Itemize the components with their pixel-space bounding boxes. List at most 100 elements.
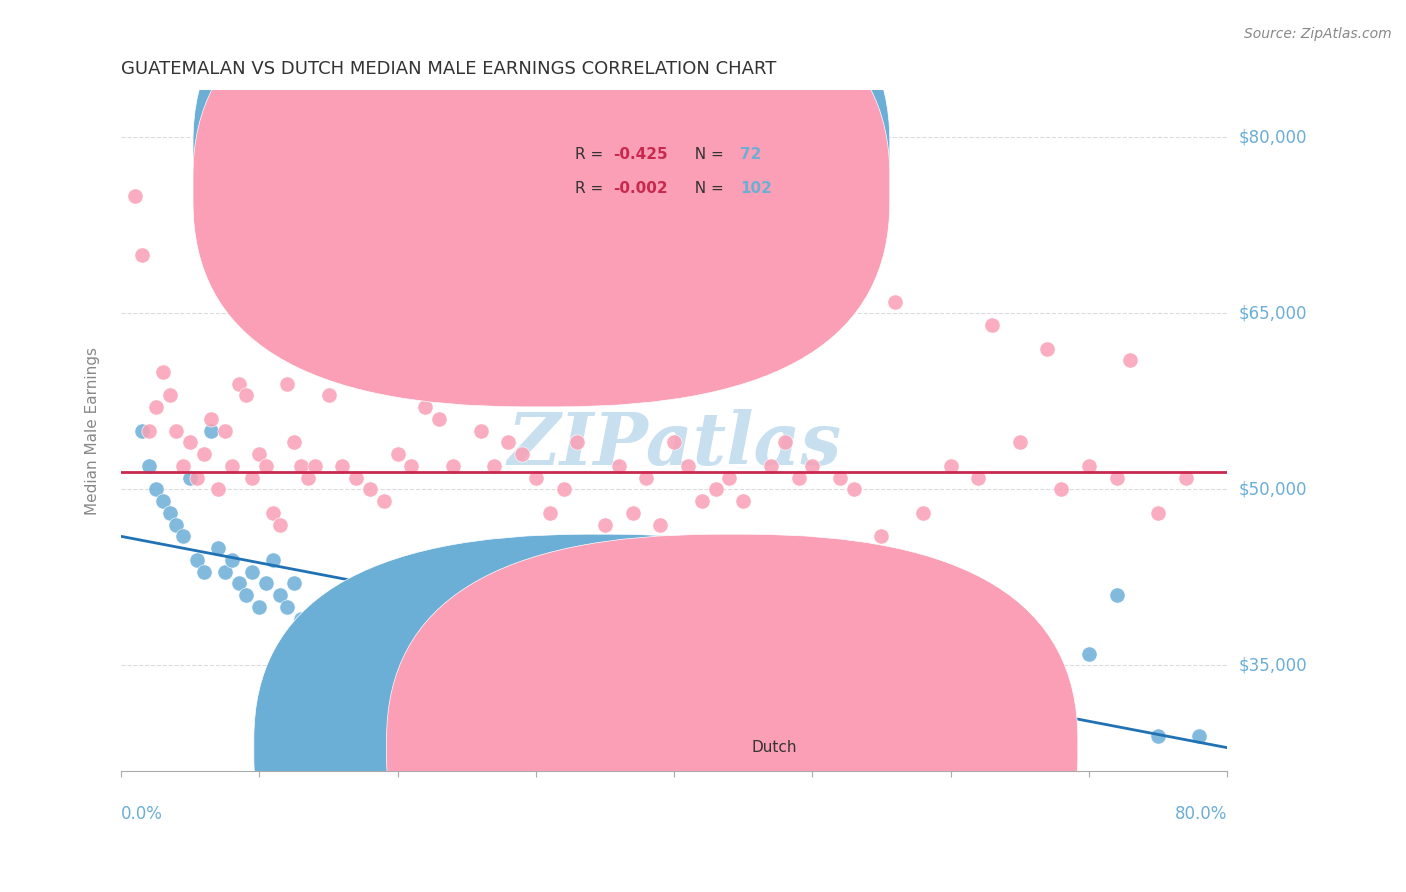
Point [186,470,208,484]
Point [247,447,270,461]
Point [235,388,257,402]
Point [553,483,575,497]
Point [884,294,907,309]
Point [427,412,450,426]
Text: Guatemalans: Guatemalans [619,740,721,756]
Point [607,458,630,473]
Point [221,553,243,567]
Point [484,458,506,473]
Point [179,435,201,450]
Text: $50,000: $50,000 [1239,481,1306,499]
Point [898,670,921,684]
Point [254,576,277,591]
Point [773,435,796,450]
Point [165,424,187,438]
Point [621,506,644,520]
Point [1077,647,1099,661]
Point [330,458,353,473]
Point [254,458,277,473]
Point [1036,342,1059,356]
Text: $80,000: $80,000 [1239,128,1306,146]
Text: ZIPatlas: ZIPatlas [508,409,841,480]
Text: -0.425: -0.425 [613,147,668,162]
FancyBboxPatch shape [503,124,824,219]
Point [200,424,222,438]
Point [704,483,727,497]
Point [1174,470,1197,484]
Point [967,470,990,484]
Point [1119,353,1142,368]
Point [228,376,250,391]
Point [510,447,533,461]
Point [1022,658,1045,673]
Point [359,635,381,649]
Point [662,435,685,450]
Point [870,658,893,673]
Point [152,494,174,508]
Point [1147,729,1170,743]
Point [1008,435,1031,450]
Point [773,647,796,661]
Point [759,458,782,473]
Point [387,670,409,684]
Point [524,647,547,661]
Point [172,529,194,543]
Point [304,635,326,649]
Point [593,647,616,661]
Point [290,458,312,473]
Point [401,458,423,473]
Point [214,565,236,579]
Point [193,565,215,579]
Point [207,483,229,497]
Point [441,458,464,473]
Point [262,553,284,567]
Point [441,647,464,661]
Point [690,494,713,508]
Point [242,565,264,579]
Point [567,635,589,649]
Point [124,189,146,203]
Point [297,470,319,484]
Point [221,458,243,473]
Point [607,658,630,673]
Point [636,647,658,661]
Point [1077,458,1099,473]
Text: $65,000: $65,000 [1239,304,1306,322]
Point [870,529,893,543]
Point [413,624,436,638]
Text: -0.002: -0.002 [613,181,668,196]
Point [1036,647,1059,661]
Point [283,435,305,450]
Text: 80.0%: 80.0% [1175,805,1227,823]
Text: Dutch: Dutch [752,740,797,756]
Point [269,588,291,602]
Point [247,599,270,614]
Point [159,506,181,520]
Point [1188,729,1211,743]
Point [131,424,153,438]
FancyBboxPatch shape [193,0,890,373]
Point [318,611,340,625]
Point [344,470,367,484]
Point [214,424,236,438]
Point [186,553,208,567]
Point [828,470,851,484]
Point [496,647,519,661]
Point [1105,588,1128,602]
Point [359,483,381,497]
Point [1008,717,1031,731]
Point [801,458,824,473]
Point [165,517,187,532]
Text: 72: 72 [741,147,762,162]
Point [152,365,174,379]
Point [704,647,727,661]
Text: Source: ZipAtlas.com: Source: ZipAtlas.com [1244,27,1392,41]
Point [297,624,319,638]
Point [593,517,616,532]
Point [172,458,194,473]
Text: N =: N = [685,147,728,162]
Point [330,624,353,638]
Point [193,447,215,461]
Point [981,318,1004,332]
Point [138,424,160,438]
